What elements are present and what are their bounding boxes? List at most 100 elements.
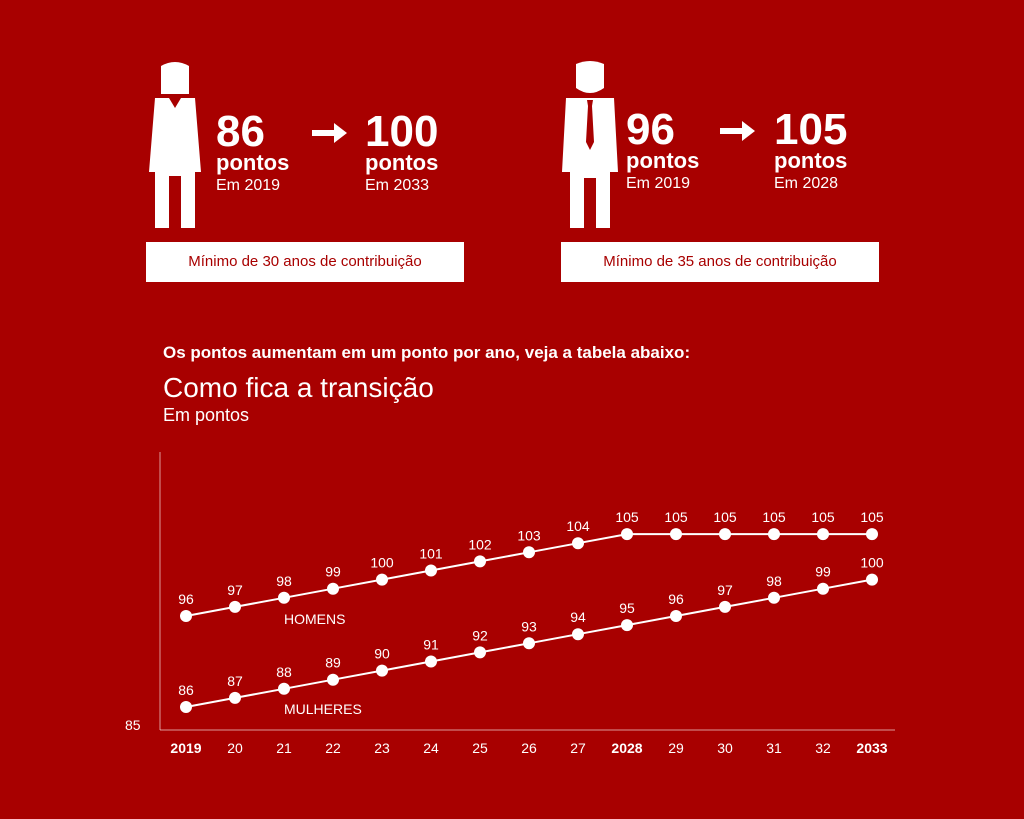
data-point (572, 537, 584, 550)
women-to-unit: pontos (365, 150, 439, 175)
data-label: 105 (713, 509, 737, 525)
data-label: 100 (370, 555, 394, 571)
data-label: 102 (468, 536, 492, 552)
data-point (180, 701, 192, 713)
x-tick-label: 27 (570, 740, 586, 756)
data-label: 101 (419, 546, 443, 562)
chart-subtitle: Em pontos (163, 405, 250, 425)
data-point (376, 573, 388, 586)
x-tick-label: 31 (766, 740, 782, 756)
data-point (376, 664, 388, 677)
data-label: 105 (762, 509, 786, 525)
data-point (670, 528, 682, 541)
data-point (425, 655, 437, 668)
women-from-unit: pontos (216, 150, 290, 175)
data-point (180, 610, 192, 622)
women-from-year: Em 2019 (216, 177, 281, 194)
women-from-value: 86 (216, 107, 265, 156)
chart-title: Como fica a transição (163, 372, 434, 403)
data-label: 97 (227, 582, 243, 598)
data-label: 92 (472, 627, 488, 643)
data-label: 98 (276, 573, 292, 589)
data-point (474, 555, 486, 568)
women-minimum-box: Mínimo de 30 anos de contribuição (146, 242, 464, 282)
data-point (768, 528, 780, 541)
data-label: 105 (664, 509, 688, 525)
x-tick-label: 24 (423, 740, 439, 756)
data-point (719, 600, 731, 613)
series-name-label: HOMENS (284, 611, 345, 627)
data-label: 90 (374, 646, 390, 662)
data-label: 105 (860, 509, 884, 525)
data-point (523, 637, 535, 650)
x-tick-label: 21 (276, 740, 292, 756)
data-label: 96 (178, 591, 194, 607)
data-label: 105 (615, 509, 639, 525)
x-tick-label: 25 (472, 740, 488, 756)
men-from-value: 96 (626, 105, 675, 154)
x-tick-label: 23 (374, 740, 390, 756)
data-label: 99 (815, 564, 831, 580)
x-tick-label: 2028 (611, 740, 642, 756)
intro-text: Os pontos aumentam em um ponto por ano, … (163, 343, 691, 362)
data-point (425, 564, 437, 577)
x-tick-label: 22 (325, 740, 341, 756)
x-tick-label: 29 (668, 740, 684, 756)
data-point (621, 619, 633, 632)
men-from-year: Em 2019 (626, 175, 691, 192)
data-point (523, 546, 535, 559)
x-tick-label: 30 (717, 740, 733, 756)
x-tick-label: 2019 (170, 740, 201, 756)
y-axis-label: 85 (125, 717, 141, 733)
data-label: 99 (325, 564, 341, 580)
data-point (866, 528, 878, 541)
data-label: 86 (178, 682, 194, 698)
women-to-value: 100 (365, 107, 439, 156)
right-arrow-icon (312, 123, 347, 143)
data-label: 97 (717, 582, 733, 598)
series-name-label: MULHERES (284, 701, 362, 717)
men-minimum-box: Mínimo de 35 anos de contribuição (561, 242, 879, 282)
woman-icon (149, 62, 201, 228)
data-point (866, 573, 878, 586)
data-point (229, 600, 241, 613)
data-label: 87 (227, 673, 243, 689)
data-label: 93 (521, 618, 537, 634)
data-label: 103 (517, 527, 541, 543)
women-to-year: Em 2033 (365, 177, 430, 194)
men-to-year: Em 2028 (774, 175, 839, 192)
data-point (670, 610, 682, 622)
x-tick-label: 32 (815, 740, 831, 756)
data-label: 89 (325, 655, 341, 671)
data-label: 91 (423, 637, 439, 653)
data-point (817, 528, 829, 541)
data-label: 104 (566, 518, 590, 534)
right-arrow-icon (720, 121, 755, 141)
man-icon (562, 61, 618, 228)
data-point (768, 591, 780, 604)
data-point (474, 646, 486, 659)
data-label: 88 (276, 664, 292, 680)
data-label: 94 (570, 609, 586, 625)
data-point (278, 682, 290, 695)
men-to-value: 105 (774, 105, 848, 154)
men-to-unit: pontos (774, 148, 848, 173)
x-tick-label: 20 (227, 740, 243, 756)
men-from-unit: pontos (626, 148, 700, 173)
data-label: 98 (766, 573, 782, 589)
data-label: 96 (668, 591, 684, 607)
data-point (327, 673, 339, 686)
data-point (229, 691, 241, 704)
data-point (719, 528, 731, 541)
data-point (278, 591, 290, 604)
data-label: 100 (860, 555, 884, 571)
data-label: 95 (619, 600, 635, 616)
data-point (621, 528, 633, 541)
data-point (327, 582, 339, 595)
data-point (572, 628, 584, 641)
x-tick-label: 2033 (856, 740, 887, 756)
data-point (817, 582, 829, 595)
data-label: 105 (811, 509, 835, 525)
x-tick-label: 26 (521, 740, 537, 756)
